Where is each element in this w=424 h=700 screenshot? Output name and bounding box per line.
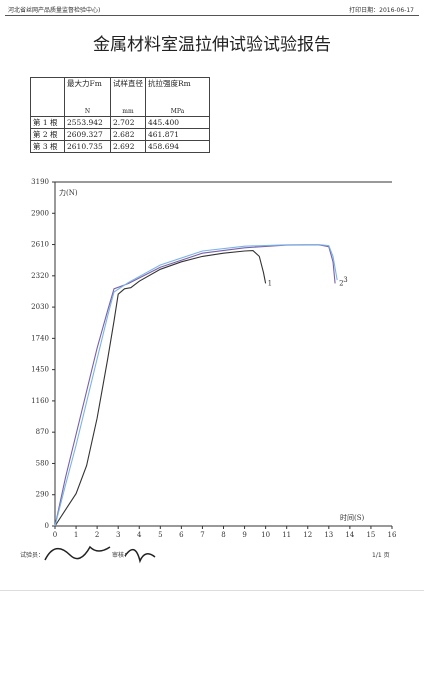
x-tick-label: 9 bbox=[242, 531, 246, 539]
y-tick-label: 2320 bbox=[31, 272, 49, 280]
unit-text: mm bbox=[122, 108, 134, 115]
signature bbox=[44, 545, 156, 564]
x-tick-label: 14 bbox=[345, 531, 354, 539]
header-cell: 最大力Fm N bbox=[64, 77, 111, 117]
x-tick-label: 3 bbox=[116, 531, 120, 539]
x-tick-label: 13 bbox=[324, 531, 333, 539]
unit-text: MPa bbox=[170, 108, 185, 115]
y-tick-label: 580 bbox=[36, 459, 49, 467]
x-axis-label: 时间(S) bbox=[340, 513, 365, 522]
x-tick-label: 11 bbox=[282, 531, 291, 539]
curve bbox=[54, 244, 336, 527]
org: 河北省丝网产品质量监督检验中心) bbox=[8, 7, 101, 14]
header-text: 抗拉强度Rm bbox=[148, 79, 191, 88]
y-tick-label: 2610 bbox=[31, 241, 49, 249]
curve-label: 3 bbox=[343, 276, 347, 284]
x-tick-label: 12 bbox=[303, 531, 312, 539]
y-tick-label: 1740 bbox=[31, 334, 49, 342]
y-tick-label: 2900 bbox=[31, 209, 49, 217]
curve bbox=[54, 243, 338, 527]
x-tick-label: 1 bbox=[74, 531, 78, 539]
scan-edge bbox=[0, 590, 424, 591]
result-table: 最大力Fm N 试样直径 mm 抗拉强度Rm MPa 第 1 根 2553.942 2.702 4… bbox=[30, 77, 210, 153]
y-tick-label: 0 bbox=[45, 522, 49, 530]
x-tick-label: 16 bbox=[388, 531, 397, 539]
x-tick-label: 6 bbox=[179, 531, 184, 539]
x-tick-label: 5 bbox=[158, 531, 162, 539]
header-cell: 抗拉强度Rm MPa bbox=[145, 77, 210, 117]
header-text: 最大力Fm bbox=[67, 79, 102, 88]
y-axis-label: 力(N) bbox=[59, 188, 78, 197]
curve-label: 1 bbox=[268, 279, 272, 287]
x-tick-label: 15 bbox=[366, 531, 375, 539]
x-tick-label: 8 bbox=[221, 531, 225, 539]
y-tick-label: 1450 bbox=[31, 366, 49, 374]
title: 金属材料室温拉伸试验试验报告 bbox=[93, 35, 331, 55]
page-number: 1/1 页 bbox=[372, 552, 390, 559]
x-tick-label: 4 bbox=[137, 531, 142, 539]
curve-label: 2 bbox=[339, 279, 343, 287]
header-cell bbox=[30, 77, 65, 117]
unit-text: N bbox=[84, 108, 91, 115]
cell: 458.694 bbox=[145, 140, 210, 153]
rule bbox=[5, 15, 419, 16]
y-tick-label: 290 bbox=[36, 491, 49, 499]
x-tick-label: 7 bbox=[200, 531, 204, 539]
y-tick-label: 870 bbox=[36, 428, 49, 436]
x-tick-label: 2 bbox=[95, 531, 99, 539]
print-date: 打印日期：2016-06-17 bbox=[349, 7, 414, 14]
y-tick-label: 3190 bbox=[31, 178, 49, 186]
header-text: 试样直径 bbox=[113, 79, 143, 88]
cell: 2.692 bbox=[110, 140, 146, 153]
y-tick-label: 1160 bbox=[31, 397, 49, 405]
tester: 试验员： bbox=[20, 552, 45, 559]
reviewer: 审核： bbox=[112, 552, 131, 559]
x-tick-label: 10 bbox=[261, 531, 270, 539]
y-tick-label: 2030 bbox=[31, 303, 49, 311]
curve bbox=[54, 250, 267, 527]
x-tick-label: 0 bbox=[53, 531, 57, 539]
